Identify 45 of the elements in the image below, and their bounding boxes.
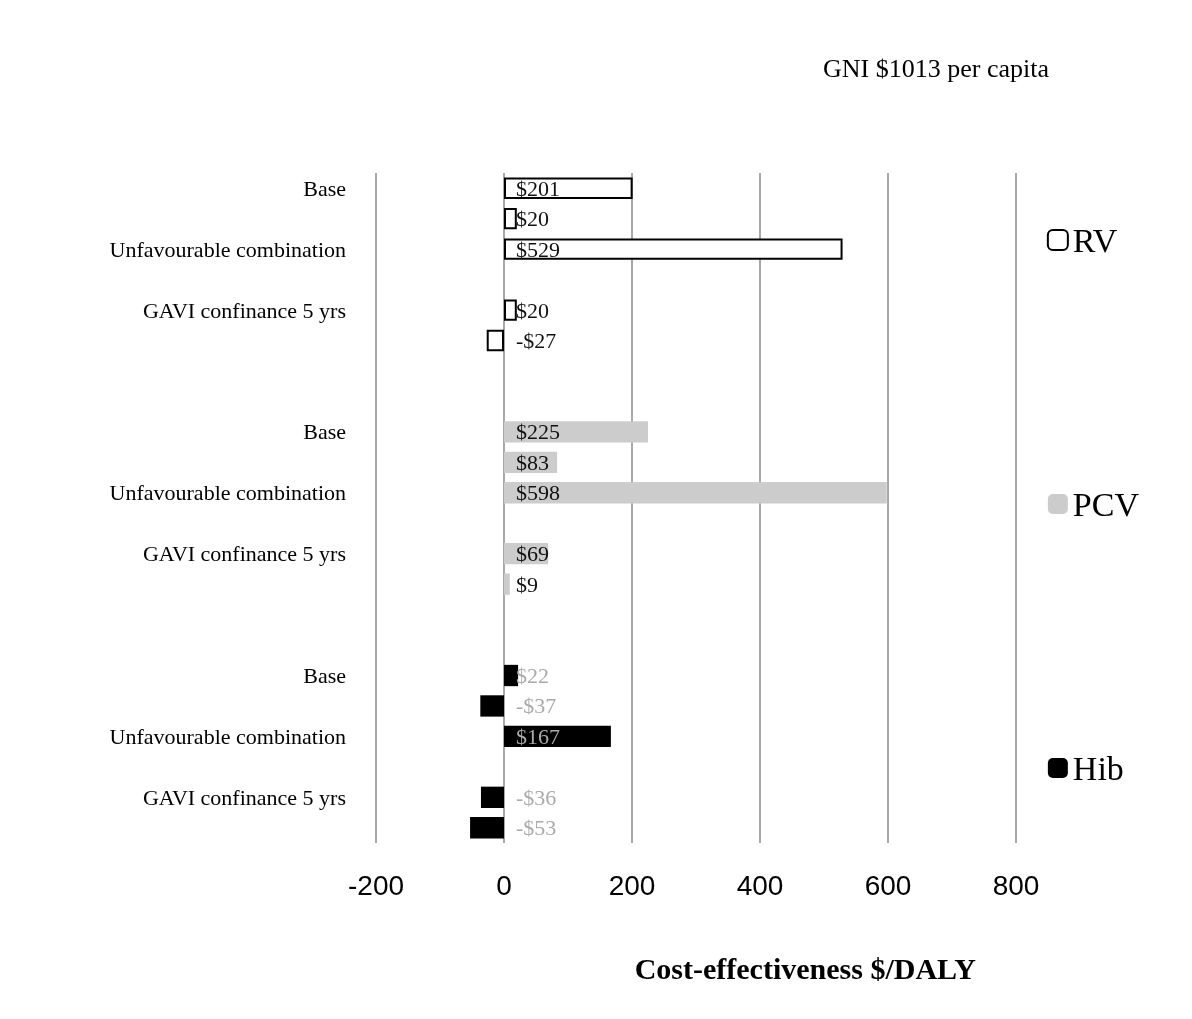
- data-label: $598: [516, 480, 560, 506]
- y-tick-label: Unfavourable combination: [109, 723, 346, 749]
- bar: [470, 817, 504, 839]
- data-label: $83: [516, 449, 549, 475]
- x-tick-label: 200: [608, 869, 656, 901]
- legend-label: Hib: [1072, 749, 1124, 787]
- bar: [504, 421, 648, 443]
- bar: [504, 573, 510, 595]
- x-axis-title: Cost-effectiveness $/DALY: [634, 951, 977, 985]
- data-label: $201: [516, 175, 560, 201]
- bar: [504, 238, 843, 260]
- chart-title: GNI $1013 per capita: [823, 53, 1050, 83]
- bar: [480, 695, 504, 717]
- data-label: -$27: [516, 328, 557, 353]
- y-tick-label: Base: [303, 663, 346, 688]
- y-tick-label: Base: [303, 175, 346, 201]
- data-label: $20: [516, 297, 549, 323]
- y-tick-label: Base: [303, 419, 346, 445]
- data-label: $529: [516, 236, 560, 262]
- data-label: $9: [516, 571, 538, 597]
- data-label: -$37: [516, 693, 557, 719]
- y-tick-label: Unfavourable combination: [109, 236, 346, 262]
- data-label: -$53: [516, 815, 557, 841]
- y-tick-label: GAVI confinance 5 yrs: [142, 541, 346, 567]
- x-tick-label: 800: [992, 869, 1040, 901]
- data-label: $69: [516, 541, 549, 567]
- data-label: -$36: [516, 784, 557, 810]
- data-label: $225: [516, 419, 560, 445]
- x-tick-label: 400: [736, 869, 784, 901]
- bar: [504, 664, 519, 687]
- bar: [486, 329, 504, 352]
- x-tick-label: -200: [347, 869, 405, 901]
- bar: [504, 299, 517, 321]
- data-label: $167: [516, 723, 560, 749]
- y-tick-label: GAVI confinance 5 yrs: [142, 297, 346, 323]
- legend-label: RV: [1072, 221, 1118, 259]
- data-label: $20: [516, 206, 549, 232]
- x-tick-label: 600: [864, 869, 912, 901]
- bar: [504, 482, 887, 504]
- bar: [480, 786, 504, 808]
- y-tick-label: GAVI confinance 5 yrs: [142, 784, 346, 810]
- bar: [504, 208, 517, 230]
- legend-label: PCV: [1072, 485, 1140, 523]
- y-tick-label: Unfavourable combination: [109, 480, 346, 506]
- x-tick-label: 0: [496, 869, 512, 901]
